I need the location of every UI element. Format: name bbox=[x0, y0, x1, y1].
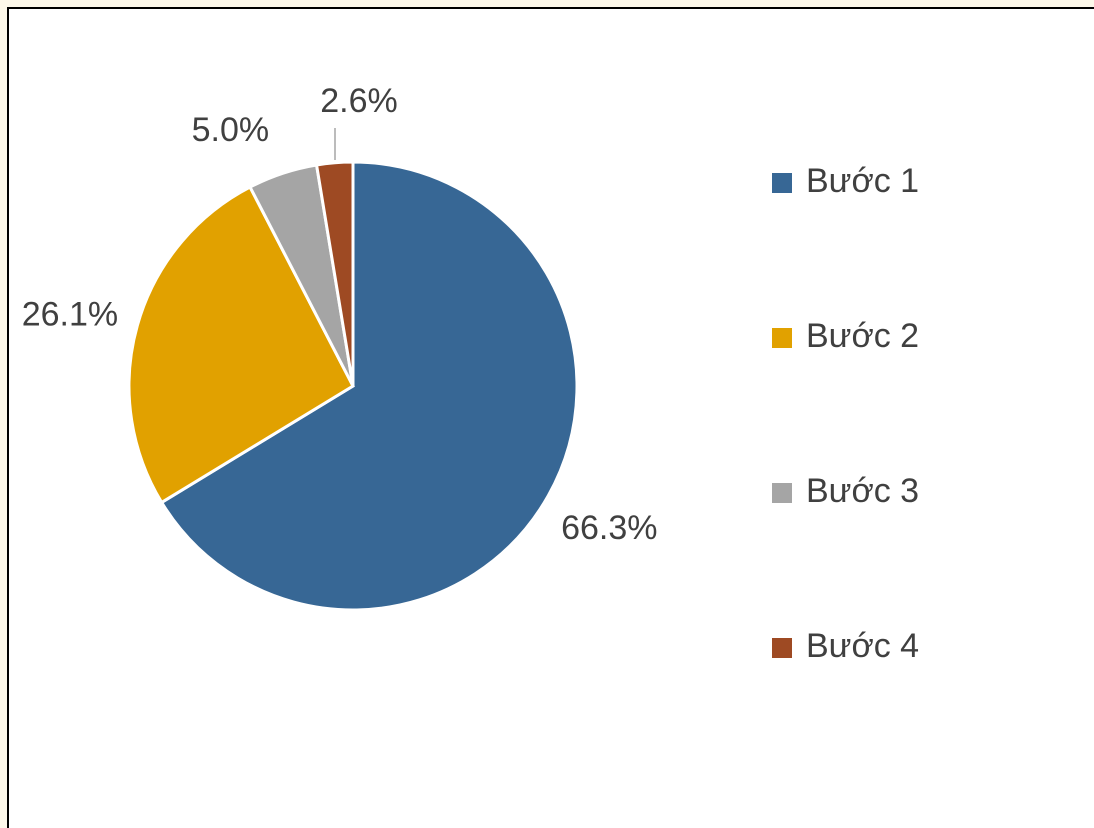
pie-slice bbox=[314, 160, 355, 387]
data-label: 26.1% bbox=[22, 296, 118, 334]
legend-swatch bbox=[772, 638, 792, 658]
legend-swatch bbox=[772, 483, 792, 503]
pie-slice bbox=[159, 160, 579, 612]
pie-slice bbox=[127, 185, 355, 505]
legend-swatch bbox=[772, 173, 792, 193]
legend-label: Bước 3 bbox=[806, 472, 919, 510]
legend-label: Bước 4 bbox=[806, 627, 919, 665]
data-label: 5.0% bbox=[192, 111, 270, 149]
legend-label: Bước 1 bbox=[806, 162, 919, 200]
data-label: 66.3% bbox=[561, 509, 657, 547]
legend-swatch bbox=[772, 328, 792, 348]
legend-label: Bước 2 bbox=[806, 317, 919, 355]
data-label: 2.6% bbox=[320, 82, 398, 120]
